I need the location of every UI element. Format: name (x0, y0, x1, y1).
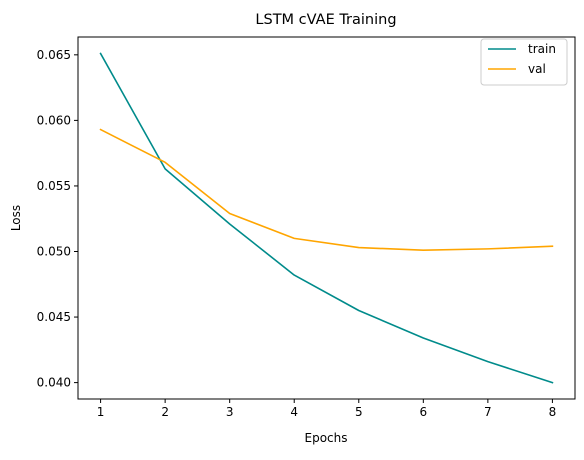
legend-label-train: train (528, 42, 556, 56)
y-axis: 0.040 0.045 0.050 0.055 0.060 0.065 (37, 48, 78, 390)
y-tick-label: 0.055 (37, 179, 71, 193)
x-axis: 1 2 3 4 5 6 7 8 (97, 399, 556, 419)
x-tick-label: 5 (355, 405, 363, 419)
y-tick-label: 0.065 (37, 48, 71, 62)
legend-box (480, 38, 568, 86)
x-tick-label: 1 (97, 405, 105, 419)
y-axis-label: Loss (9, 205, 23, 231)
x-tick-label: 7 (484, 405, 492, 419)
x-tick-label: 3 (226, 405, 234, 419)
y-tick-label: 0.060 (37, 113, 71, 127)
plot-frame (77, 36, 576, 400)
series-line-val (99, 128, 554, 251)
y-tick-label: 0.050 (37, 244, 71, 258)
legend-label-val: val (528, 62, 546, 76)
plot-area (77, 36, 576, 400)
x-tick-label: 2 (161, 405, 169, 419)
series-layer (99, 52, 554, 384)
x-tick-label: 8 (549, 405, 557, 419)
x-axis-label: Epochs (305, 431, 348, 445)
x-tick-label: 6 (419, 405, 427, 419)
legend: train val (480, 38, 568, 86)
y-tick-label: 0.045 (37, 310, 71, 324)
chart-title: LSTM cVAE Training (255, 12, 396, 28)
y-tick-label: 0.040 (37, 376, 71, 390)
x-tick-label: 4 (290, 405, 298, 419)
series-line-train (99, 52, 554, 384)
